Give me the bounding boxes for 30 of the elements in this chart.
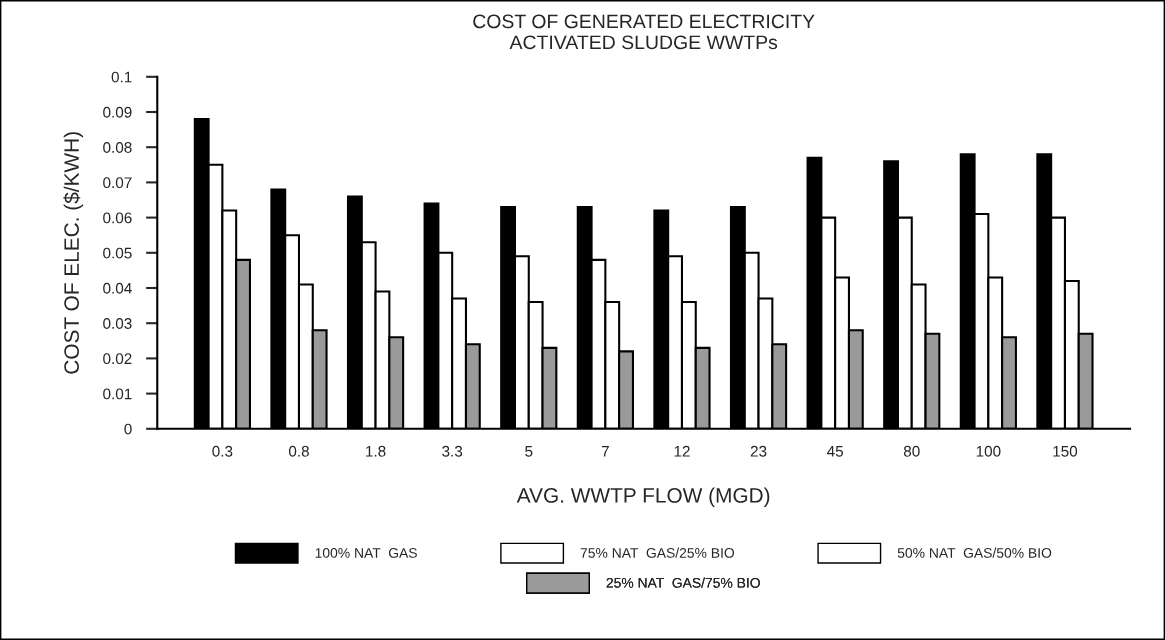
legend-label: 50% NAT GAS/50% BIO	[897, 547, 1052, 558]
y-tick-label: 0.08	[103, 142, 132, 153]
legend-label: 100% NAT GAS	[315, 547, 417, 558]
legend-label: 25% NAT GAS/75% BIO	[606, 577, 760, 588]
x-tick-label: 0.8	[288, 445, 309, 457]
y-tick-label: 0.06	[103, 212, 132, 224]
x-tick-label: 1.8	[366, 445, 386, 457]
y-tick-label: 0	[124, 423, 132, 435]
chart-title: COST OF GENERATED ELECTRICITY ACTIVATED SLUDGE WWTPs	[473, 14, 815, 50]
x-tick-label: 12	[674, 445, 690, 457]
x-axis-title: AVG. WWTP FLOW (MGD)	[516, 487, 770, 507]
y-tick-label: 0.1	[111, 71, 132, 83]
y-tick-label: 0.04	[103, 282, 132, 294]
legend-label: 75% NAT GAS/25% BIO	[580, 547, 735, 558]
x-tick-label: 45	[827, 446, 844, 457]
y-tick-label: 0.07	[103, 177, 132, 189]
x-tick-label: 5	[525, 446, 533, 457]
x-tick-label: 0.3	[212, 445, 233, 457]
y-tick-label: 0.01	[103, 388, 132, 400]
x-tick-label: 7	[601, 446, 609, 457]
y-tick-label: 0.09	[103, 106, 132, 118]
x-tick-label: 150	[1053, 445, 1078, 457]
x-tick-label: 100	[976, 445, 1001, 457]
y-tick-label: 0.05	[103, 247, 132, 259]
x-tick-label: 23	[750, 445, 767, 457]
x-tick-label: 80	[903, 445, 920, 457]
y-axis-title: COST OF ELEC. ($/KWH)	[63, 132, 84, 374]
x-tick-label: 3.3	[442, 445, 463, 457]
y-tick-label: 0.02	[103, 353, 132, 365]
y-tick-label: 0.03	[103, 318, 132, 329]
